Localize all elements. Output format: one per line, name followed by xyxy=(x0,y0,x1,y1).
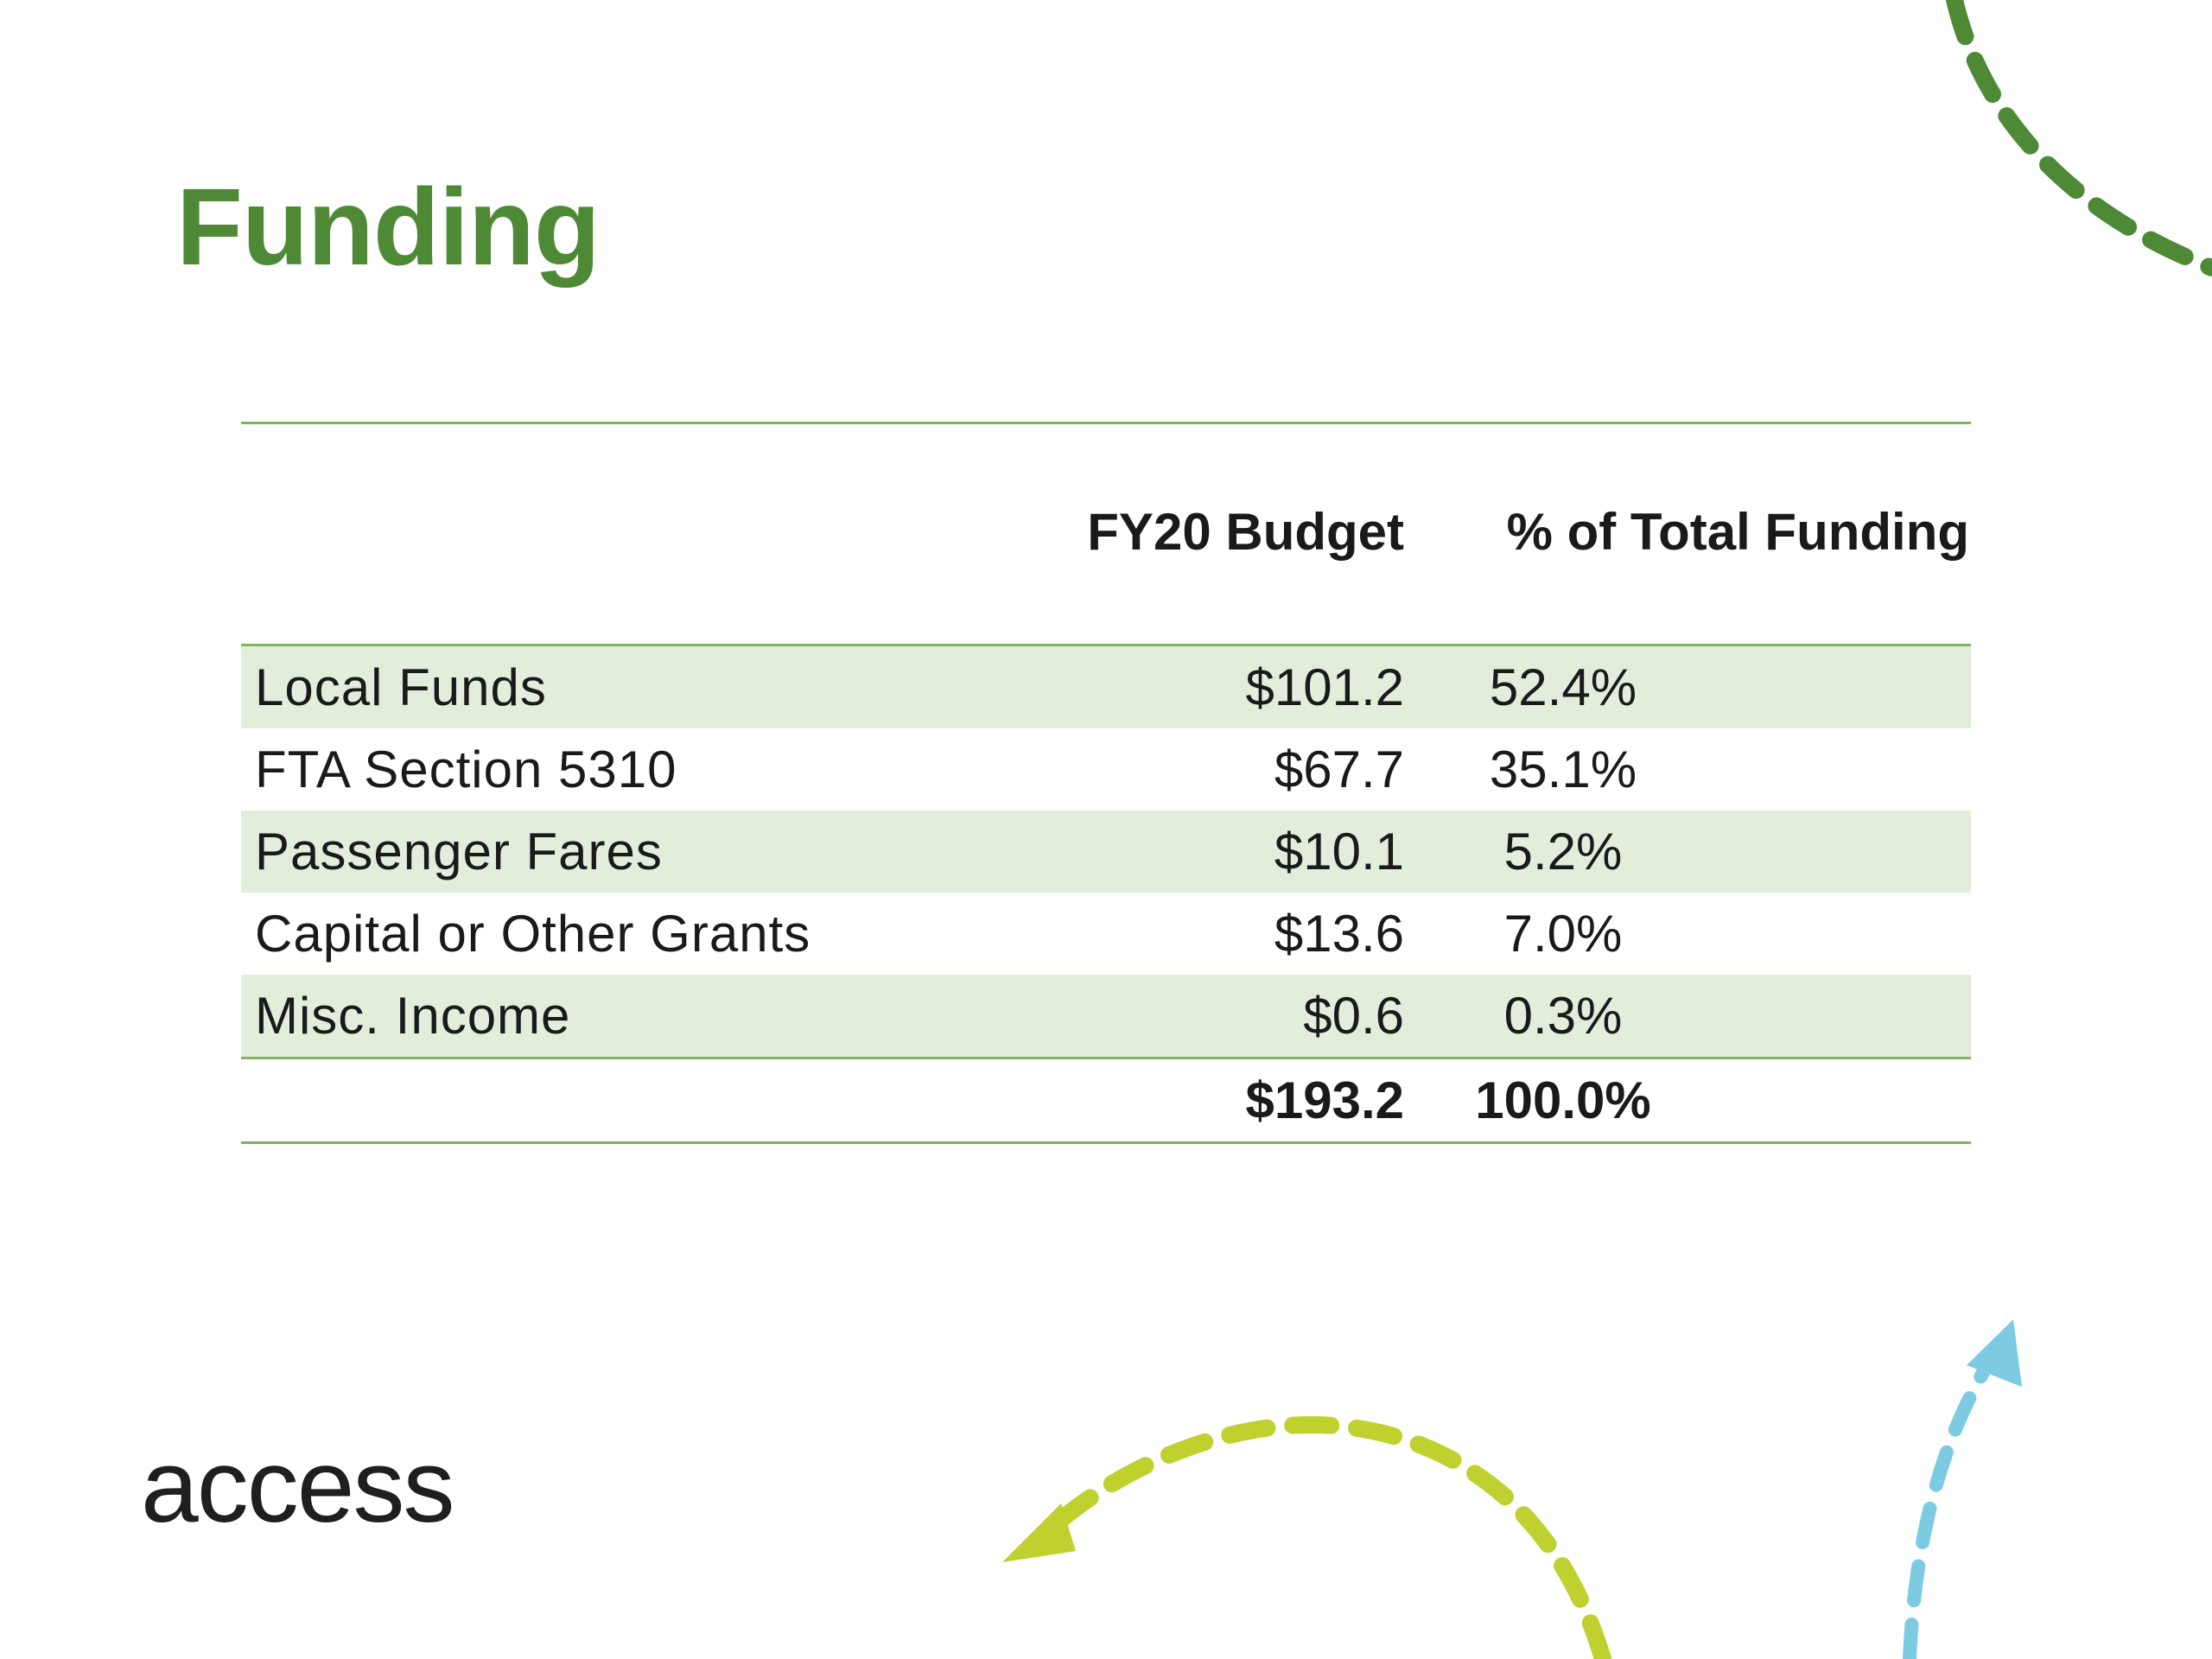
row-budget: $10.1 xyxy=(1274,823,1404,880)
access-logo: access xyxy=(141,1428,454,1544)
row-label: Misc. Income xyxy=(255,987,571,1045)
header-budget: FY20 Budget xyxy=(1087,503,1404,561)
row-pct: 7.0% xyxy=(1503,905,1623,963)
row-label: Local Funds xyxy=(255,658,547,716)
slide-title: Funding xyxy=(176,166,601,288)
table-row: Misc. Income $0.6 0.3% xyxy=(241,975,1971,1057)
funding-table: FY20 Budget % of Total Funding Local Fun… xyxy=(241,422,1971,1144)
table-top-rule xyxy=(241,422,1971,424)
row-label: Passenger Fares xyxy=(255,823,663,880)
row-pct: 35.1% xyxy=(1489,741,1637,798)
table-bottom-rule xyxy=(241,1141,1971,1144)
table-header-row: FY20 Budget % of Total Funding xyxy=(241,424,1971,644)
green-dashed-arc-icon xyxy=(1946,0,2212,276)
lime-dashed-arc-icon xyxy=(1041,1416,1611,1659)
row-label: FTA Section 5310 xyxy=(255,741,677,798)
header-pct: % of Total Funding xyxy=(1506,503,1969,561)
row-budget: $0.6 xyxy=(1303,987,1404,1045)
blue-dashed-arrow-icon xyxy=(1903,1358,1994,1659)
row-pct: 5.2% xyxy=(1503,823,1623,880)
total-pct: 100.0% xyxy=(1475,1071,1651,1129)
row-label: Capital or Other Grants xyxy=(255,905,811,963)
row-budget: $101.2 xyxy=(1245,658,1404,716)
table-row: Local Funds $101.2 52.4% xyxy=(241,646,1971,728)
row-pct: 52.4% xyxy=(1489,658,1637,716)
total-budget: $193.2 xyxy=(1245,1071,1404,1129)
blue-arrowhead-icon xyxy=(1967,1319,2022,1387)
row-budget: $13.6 xyxy=(1274,905,1404,963)
row-budget: $67.7 xyxy=(1274,741,1404,798)
lime-arrowhead-icon xyxy=(1002,1503,1076,1562)
table-row: Passenger Fares $10.1 5.2% xyxy=(241,810,1971,893)
table-total-rule xyxy=(241,1057,1971,1059)
table-row: FTA Section 5310 $67.7 35.1% xyxy=(241,728,1971,810)
table-total-row: $193.2 100.0% xyxy=(241,1059,1971,1141)
row-pct: 0.3% xyxy=(1503,987,1623,1045)
table-row: Capital or Other Grants $13.6 7.0% xyxy=(241,893,1971,975)
table-header-rule xyxy=(241,644,1971,646)
